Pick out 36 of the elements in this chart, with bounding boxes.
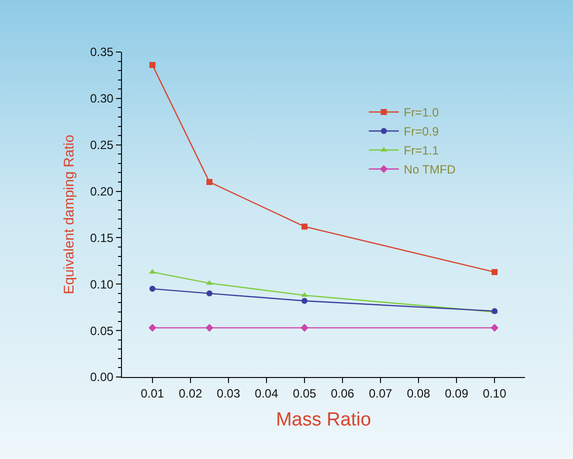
legend-label: Fr=1.0 <box>404 106 440 120</box>
x-tick-label: 0.06 <box>330 386 355 401</box>
x-tick-label: 0.04 <box>254 386 278 401</box>
x-tick-label: 0.10 <box>482 386 507 401</box>
point <box>301 224 308 230</box>
point <box>300 324 308 332</box>
x-tick-label: 0.05 <box>292 386 316 401</box>
y-tick-label: 0.30 <box>90 92 114 106</box>
y-tick-label: 0.05 <box>90 324 114 338</box>
x-tick-label: 0.01 <box>140 386 164 401</box>
point <box>492 269 498 276</box>
x-tick-label: 0.09 <box>444 386 469 401</box>
point <box>301 292 308 297</box>
point <box>301 298 308 304</box>
y-axis-title: Equivalent damping Ratio <box>60 134 77 294</box>
y-tick-label: 0.25 <box>90 138 114 152</box>
point <box>206 324 214 332</box>
legend-label: Fr=0.9 <box>404 124 440 139</box>
y-tick-label: 0.00 <box>90 370 114 384</box>
x-tick-label: 0.02 <box>178 386 202 401</box>
x-tick-label: 0.07 <box>368 386 393 401</box>
point <box>149 62 156 68</box>
legend-label: Fr=1.1 <box>404 144 440 158</box>
y-tick-label: 0.20 <box>90 184 114 198</box>
x-axis-title: Mass Ratio <box>276 409 372 430</box>
point <box>148 324 156 332</box>
point <box>149 286 156 292</box>
point <box>206 179 212 185</box>
point <box>490 324 498 332</box>
x-tick-label: 0.03 <box>216 386 240 401</box>
y-tick-label: 0.35 <box>90 45 114 60</box>
point <box>206 290 212 296</box>
x-tick-label: 0.08 <box>406 386 431 401</box>
legend-label: No TMFD <box>404 162 456 177</box>
y-tick-label: 0.10 <box>90 277 114 292</box>
y-tick-label: 0.15 <box>90 230 114 245</box>
